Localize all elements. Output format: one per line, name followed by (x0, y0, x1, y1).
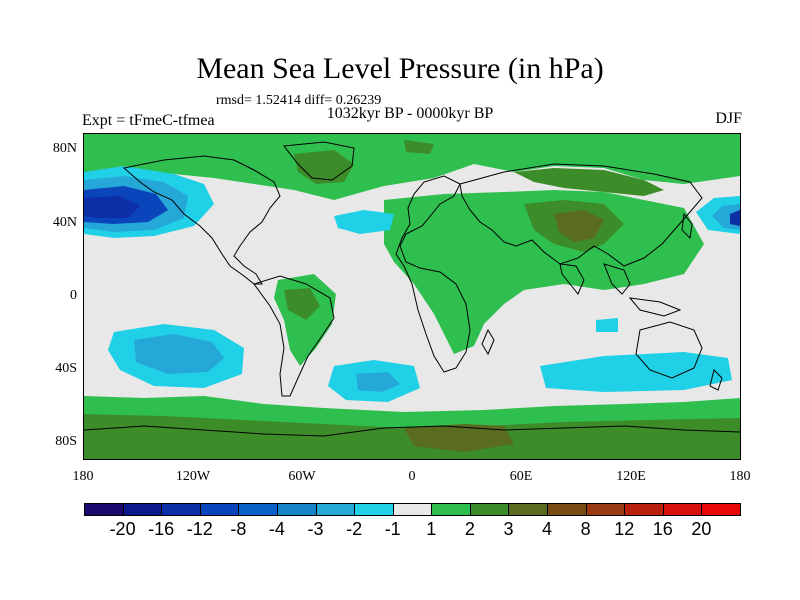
map-svg (84, 134, 740, 459)
colorbar-swatch (199, 503, 240, 516)
north-green-band (84, 134, 740, 200)
colorbar-label: -3 (307, 519, 324, 539)
lat-label-80s: 80S (55, 434, 77, 449)
lon-label-60w: 60W (288, 469, 316, 484)
south-atlantic-blue-mid (356, 372, 400, 392)
colorbar-label: 1 (426, 519, 437, 539)
lon-label-60e: 60E (509, 469, 533, 484)
colorbar-label: 16 (652, 519, 673, 539)
colorbar-swatch (701, 503, 741, 516)
lon-label-0: 0 (408, 469, 416, 484)
central-asia-olive (554, 210, 604, 242)
colorbar-label: 2 (464, 519, 475, 539)
lon-label-120w: 120W (175, 469, 211, 484)
north-pacific-deep-blue (84, 196, 140, 218)
indian-ocean-cyan (596, 318, 618, 332)
south-pacific-blue-mid (134, 334, 224, 374)
south-indian-cyan (540, 352, 732, 392)
colorbar-swatch (238, 503, 278, 516)
arctic-olive-patch (404, 140, 434, 154)
colorbar-swatch (161, 503, 201, 516)
colorbar-label: -8 (230, 519, 247, 539)
colorbar-swatch (84, 503, 124, 516)
lat-label-equator: 0 (70, 288, 77, 303)
colorbar-label: 8 (580, 519, 591, 539)
colorbar-swatch (431, 503, 471, 516)
east-pacific-deep-blue (730, 210, 740, 226)
pressure-map (83, 133, 741, 460)
colorbar-swatch (392, 503, 433, 516)
colorbar-label: -1 (384, 519, 401, 539)
lon-label-180-east: 180 (729, 469, 751, 484)
colorbar-swatch (585, 503, 626, 516)
rmsd-diff-stats: rmsd= 1.52414 diff= 0.26239 (216, 93, 382, 108)
lat-label-40s: 40S (55, 361, 77, 376)
lat-label-40n: 40N (52, 215, 77, 230)
eurasia-africa-green (384, 190, 704, 354)
antarctic-olive (404, 424, 514, 452)
lon-label-180-west: 180 (72, 469, 94, 484)
experiment-label: Expt = tFmeC-tfmea (82, 112, 215, 129)
colorbar-swatch (508, 503, 549, 516)
lon-label-120e: 120E (616, 469, 646, 484)
colorbar-label: 20 (691, 519, 712, 539)
colorbar-swatch (276, 503, 317, 516)
siberia-olive (514, 168, 664, 196)
colorbar-label: -4 (268, 519, 285, 539)
colorbar-swatch (469, 503, 510, 516)
colorbar-swatch (662, 503, 703, 516)
season-label: DJF (715, 110, 742, 127)
colorbar-label: -16 (148, 519, 175, 539)
south-america-olive (284, 288, 320, 320)
colorbar-swatch (315, 503, 356, 516)
time-period-label: 1032kyr BP - 0000kyr BP (326, 105, 494, 122)
colorbar-swatch (122, 503, 163, 516)
colorbar-label: 12 (614, 519, 635, 539)
colorbar-swatch (624, 503, 664, 516)
lat-label-80n: 80N (52, 141, 77, 156)
colorbar-label: -12 (186, 519, 213, 539)
north-atlantic-cyan (334, 210, 394, 234)
coastlines (84, 141, 740, 437)
chart-title: Mean Sea Level Pressure (in hPa) (196, 52, 604, 85)
colorbar-label: -20 (109, 519, 136, 539)
colorbar-label: 3 (503, 519, 514, 539)
colorbar-label: -2 (346, 519, 363, 539)
colorbar-swatch (354, 503, 394, 516)
colorbar-label: 4 (542, 519, 553, 539)
colorbar-swatch (547, 503, 587, 516)
